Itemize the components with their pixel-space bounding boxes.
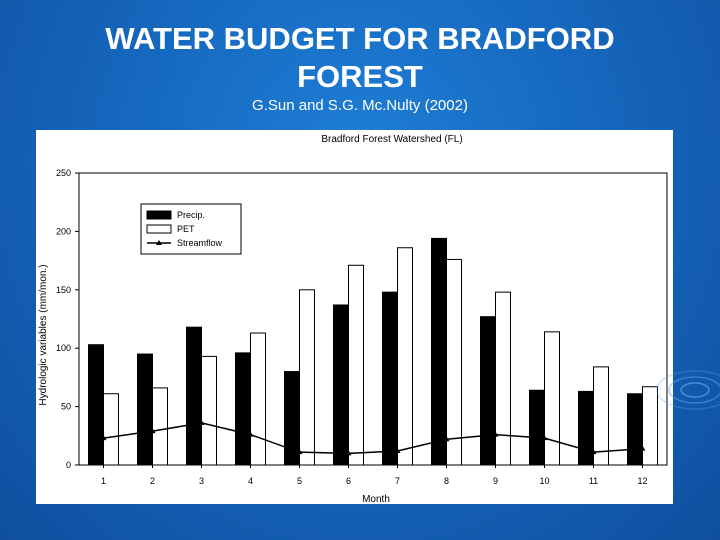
y-tick-label: 200 bbox=[56, 226, 71, 236]
precip-bar bbox=[235, 352, 251, 466]
pet-bar bbox=[299, 289, 315, 466]
pet-bar bbox=[397, 247, 413, 466]
precip-bar bbox=[382, 291, 398, 466]
streamflow-point bbox=[639, 445, 646, 451]
x-tick-label: 11 bbox=[589, 476, 598, 486]
legend-label: Precip. bbox=[177, 210, 205, 220]
precip-bar bbox=[186, 326, 202, 466]
precip-bar bbox=[480, 316, 496, 466]
x-tick-label: 12 bbox=[637, 476, 647, 486]
pet-bar bbox=[593, 366, 609, 466]
streamflow-point bbox=[492, 431, 499, 437]
slide-title: WATER BUDGET FOR BRADFORD FOREST bbox=[0, 20, 720, 96]
streamflow-point bbox=[394, 447, 401, 453]
pet-bar bbox=[348, 264, 364, 466]
pet-bar bbox=[642, 386, 658, 466]
water-ripple-decoration bbox=[656, 370, 720, 410]
plot-frame bbox=[78, 172, 668, 466]
precip-bar bbox=[137, 353, 153, 466]
slide-subtitle: G.Sun and S.G. Mc.Nulty (2002) bbox=[252, 97, 468, 114]
chart-panel: Bradford Forest Watershed (FL) Hydrologi… bbox=[36, 130, 673, 504]
streamflow-point bbox=[149, 428, 156, 434]
streamflow-point bbox=[443, 436, 450, 442]
legend-swatch-precip bbox=[146, 210, 172, 220]
x-tick-label: 8 bbox=[444, 476, 449, 486]
y-tick-label: 0 bbox=[66, 460, 71, 470]
pet-bar bbox=[495, 291, 511, 466]
precip-bar bbox=[431, 237, 447, 466]
streamflow-point bbox=[345, 450, 352, 456]
x-tick-label: 7 bbox=[395, 476, 400, 486]
streamflow-point bbox=[590, 449, 597, 455]
x-tick-label: 6 bbox=[346, 476, 351, 486]
x-tick-label: 3 bbox=[199, 476, 204, 486]
y-tick-label: 100 bbox=[56, 343, 71, 353]
y-tick-label: 150 bbox=[56, 285, 71, 295]
x-tick-label: 9 bbox=[493, 476, 498, 486]
pet-bar bbox=[103, 393, 119, 466]
pet-bar bbox=[250, 332, 266, 466]
precip-bar bbox=[333, 304, 349, 466]
x-axis-label: Month bbox=[362, 494, 390, 504]
streamflow-point bbox=[247, 431, 254, 437]
legend-label: Streamflow bbox=[177, 238, 223, 248]
x-tick-label: 1 bbox=[101, 476, 106, 486]
y-axis-label: Hydrologic variables (mm/mon.) bbox=[38, 264, 49, 405]
pet-bar bbox=[152, 387, 168, 466]
legend-swatch-pet bbox=[146, 224, 172, 234]
precip-bar bbox=[88, 344, 104, 466]
pet-bar bbox=[544, 331, 560, 466]
x-tick-label: 10 bbox=[539, 476, 549, 486]
pet-bar bbox=[446, 258, 462, 466]
legend-label: PET bbox=[177, 224, 195, 234]
y-tick-label: 250 bbox=[56, 168, 71, 178]
streamflow-point bbox=[296, 449, 303, 455]
x-tick-label: 2 bbox=[150, 476, 155, 486]
streamflow-point bbox=[198, 419, 205, 425]
slide-title-line1: WATER BUDGET FOR BRADFORD bbox=[105, 21, 615, 56]
streamflow-point bbox=[541, 435, 548, 441]
pet-bar bbox=[201, 355, 217, 466]
slide-title-line2: FOREST bbox=[297, 59, 423, 94]
streamflow-line bbox=[103, 422, 643, 455]
x-tick-label: 5 bbox=[297, 476, 302, 486]
precip-bar bbox=[529, 389, 545, 466]
streamflow-point bbox=[100, 435, 107, 441]
y-tick-label: 50 bbox=[61, 402, 71, 412]
chart-title: Bradford Forest Watershed (FL) bbox=[321, 134, 462, 145]
legend-marker-streamflow bbox=[156, 240, 162, 245]
water-budget-chart: Bradford Forest Watershed (FL) Hydrologi… bbox=[38, 134, 668, 504]
x-tick-label: 4 bbox=[248, 476, 253, 486]
